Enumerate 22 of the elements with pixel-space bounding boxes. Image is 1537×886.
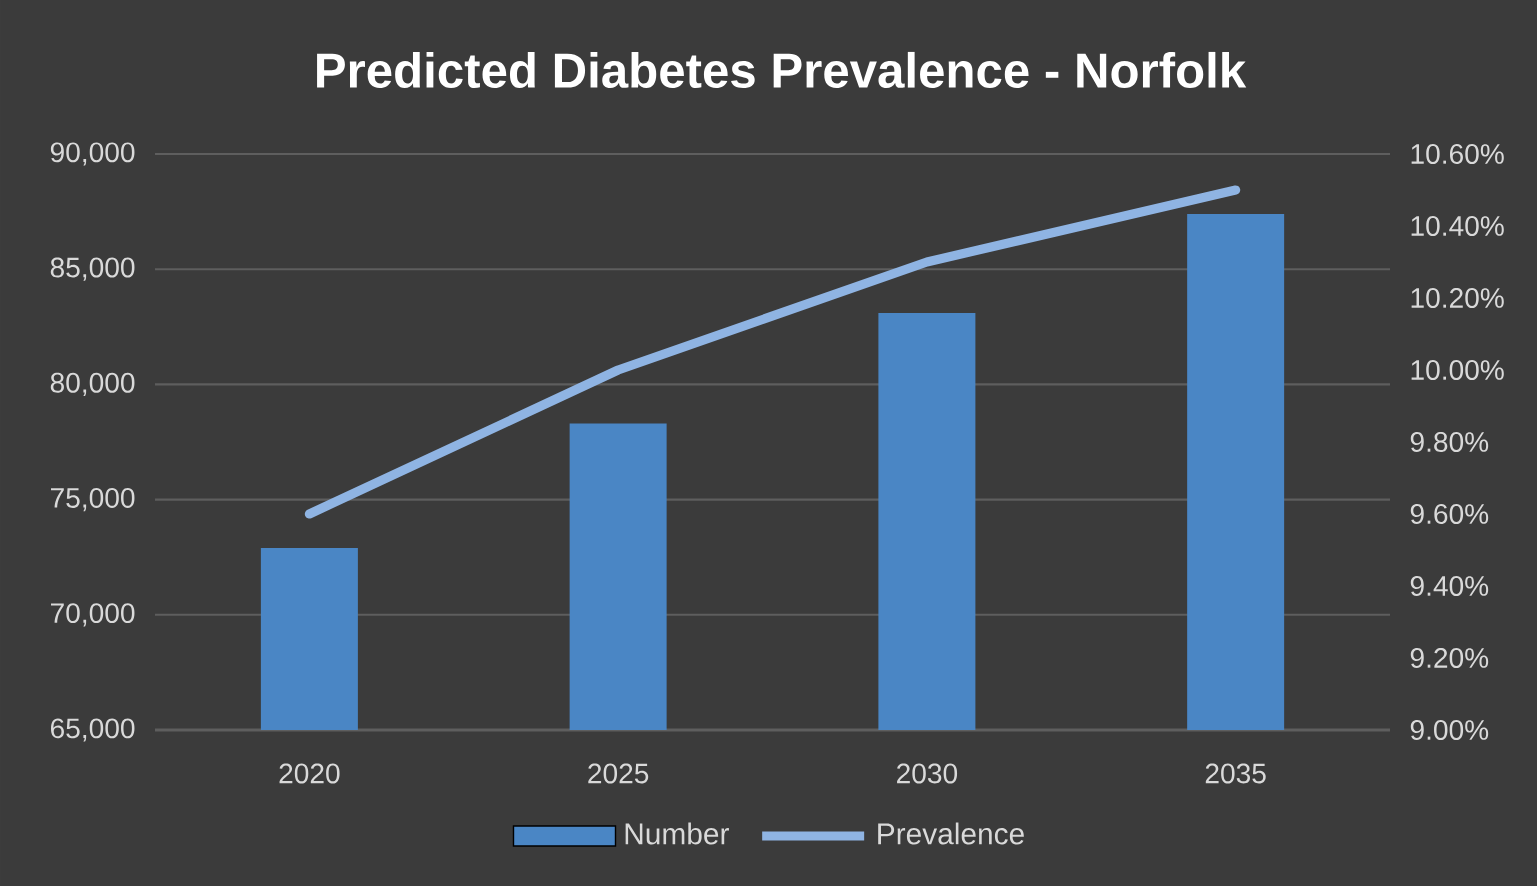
x-tick-label: 2035: [1205, 763, 1266, 784]
x-tick-label: 2020: [279, 763, 340, 784]
y-tick-label: 85,000: [50, 257, 135, 281]
y-tick-label: 90,000: [50, 142, 135, 166]
y-tick-label: 65,000: [51, 718, 135, 742]
y2-tick-label: 9.00%: [1410, 720, 1489, 740]
legend-label: Number: [625, 822, 729, 845]
chart-title: Predicted Diabetes Prevalence - Norfolk: [317, 51, 1247, 89]
y2-tick-label: 10.00%: [1411, 360, 1504, 380]
y2-tick-label: 10.60%: [1411, 144, 1504, 164]
y2-tick-label: 9.80%: [1410, 432, 1489, 452]
y2-tick-label: 9.60%: [1410, 504, 1489, 524]
x-tick-label: 2025: [588, 763, 649, 784]
y-tick-label: 70,000: [51, 603, 135, 627]
y2-tick-label: 9.40%: [1410, 576, 1489, 596]
legend-label: Prevalence: [878, 822, 1024, 845]
y-tick-label: 80,000: [50, 372, 135, 396]
y2-tick-label: 9.20%: [1410, 648, 1489, 668]
y2-tick-label: 10.20%: [1411, 288, 1504, 308]
y-tick-label: 75,000: [51, 487, 135, 512]
y2-tick-label: 10.40%: [1411, 216, 1504, 236]
x-tick-label: 2030: [897, 763, 958, 784]
